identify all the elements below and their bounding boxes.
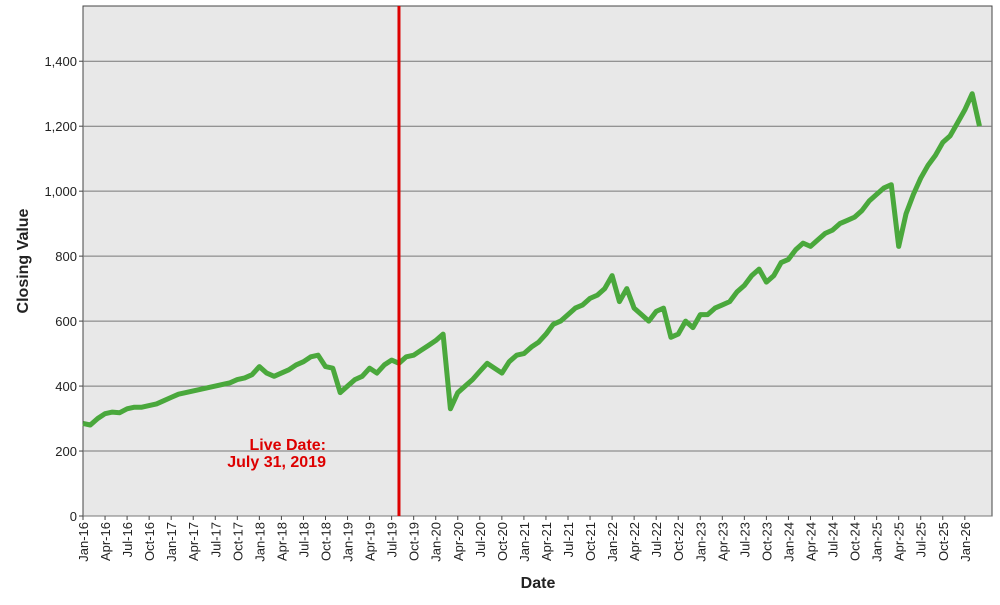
x-tick-label: Apr-16 [98, 522, 113, 561]
x-tick-label: Jan-20 [429, 522, 444, 562]
y-tick-label: 200 [55, 444, 77, 459]
x-tick-label: Oct-17 [230, 522, 245, 561]
x-tick-label: Jan-26 [958, 522, 973, 562]
x-tick-label: Apr-24 [803, 522, 818, 561]
x-tick-label: Jul-16 [120, 522, 135, 557]
x-tick-label: Jul-18 [296, 522, 311, 557]
x-tick-label: Apr-22 [627, 522, 642, 561]
y-tick-label: 600 [55, 314, 77, 329]
y-axis-label: Closing Value [15, 208, 32, 313]
x-tick-label: Jul-22 [649, 522, 664, 557]
x-tick-label: Apr-23 [715, 522, 730, 561]
x-tick-label: Oct-24 [848, 522, 863, 561]
x-tick-label: Jul-19 [385, 522, 400, 557]
x-tick-label: Apr-19 [363, 522, 378, 561]
annotation: Live Date: [250, 437, 326, 454]
y-tick-label: 400 [55, 379, 77, 394]
x-tick-label: Jan-23 [693, 522, 708, 562]
x-tick-label: Jul-21 [561, 522, 576, 557]
x-tick-label: Jan-18 [252, 522, 267, 562]
x-tick-label: Jul-23 [737, 522, 752, 557]
x-tick-label: Jan-25 [870, 522, 885, 562]
x-tick-label: Jan-16 [76, 522, 91, 562]
data-line [82, 91, 982, 428]
x-tick-label: Jul-17 [208, 522, 223, 557]
y-tick-label: 0 [70, 509, 77, 524]
x-tick-label: Oct-25 [936, 522, 951, 561]
x-tick-label: Jul-20 [473, 522, 488, 557]
x-tick-label: Oct-21 [583, 522, 598, 561]
x-tick-label: Jan-24 [781, 522, 796, 562]
x-tick-label: Apr-17 [186, 522, 201, 561]
x-tick-label: Jul-24 [826, 522, 841, 557]
x-tick-label: Oct-18 [318, 522, 333, 561]
x-tick-label: Oct-23 [759, 522, 774, 561]
x-tick-label: Oct-19 [407, 522, 422, 561]
x-axis-label: Date [521, 575, 556, 592]
y-tick-label: 1,400 [44, 54, 77, 69]
x-tick-label: Apr-21 [539, 522, 554, 561]
y-tick-label: 800 [55, 249, 77, 264]
y-tick-label: 1,000 [44, 184, 77, 199]
x-tick-label: Apr-20 [451, 522, 466, 561]
plot-area [82, 5, 993, 517]
x-tick-label: Jul-25 [914, 522, 929, 557]
x-tick-label: Oct-16 [142, 522, 157, 561]
annotation: July 31, 2019 [227, 454, 326, 471]
x-tick-label: Jan-22 [605, 522, 620, 562]
x-tick-label: Oct-22 [671, 522, 686, 561]
y-tick-label: 1,200 [44, 119, 77, 134]
x-tick-label: Apr-18 [274, 522, 289, 561]
x-tick-label: Jan-19 [341, 522, 356, 562]
x-tick-label: Jan-21 [517, 522, 532, 562]
x-tick-label: Apr-25 [892, 522, 907, 561]
x-tick-label: Oct-20 [495, 522, 510, 561]
x-tick-label: Jan-17 [164, 522, 179, 562]
